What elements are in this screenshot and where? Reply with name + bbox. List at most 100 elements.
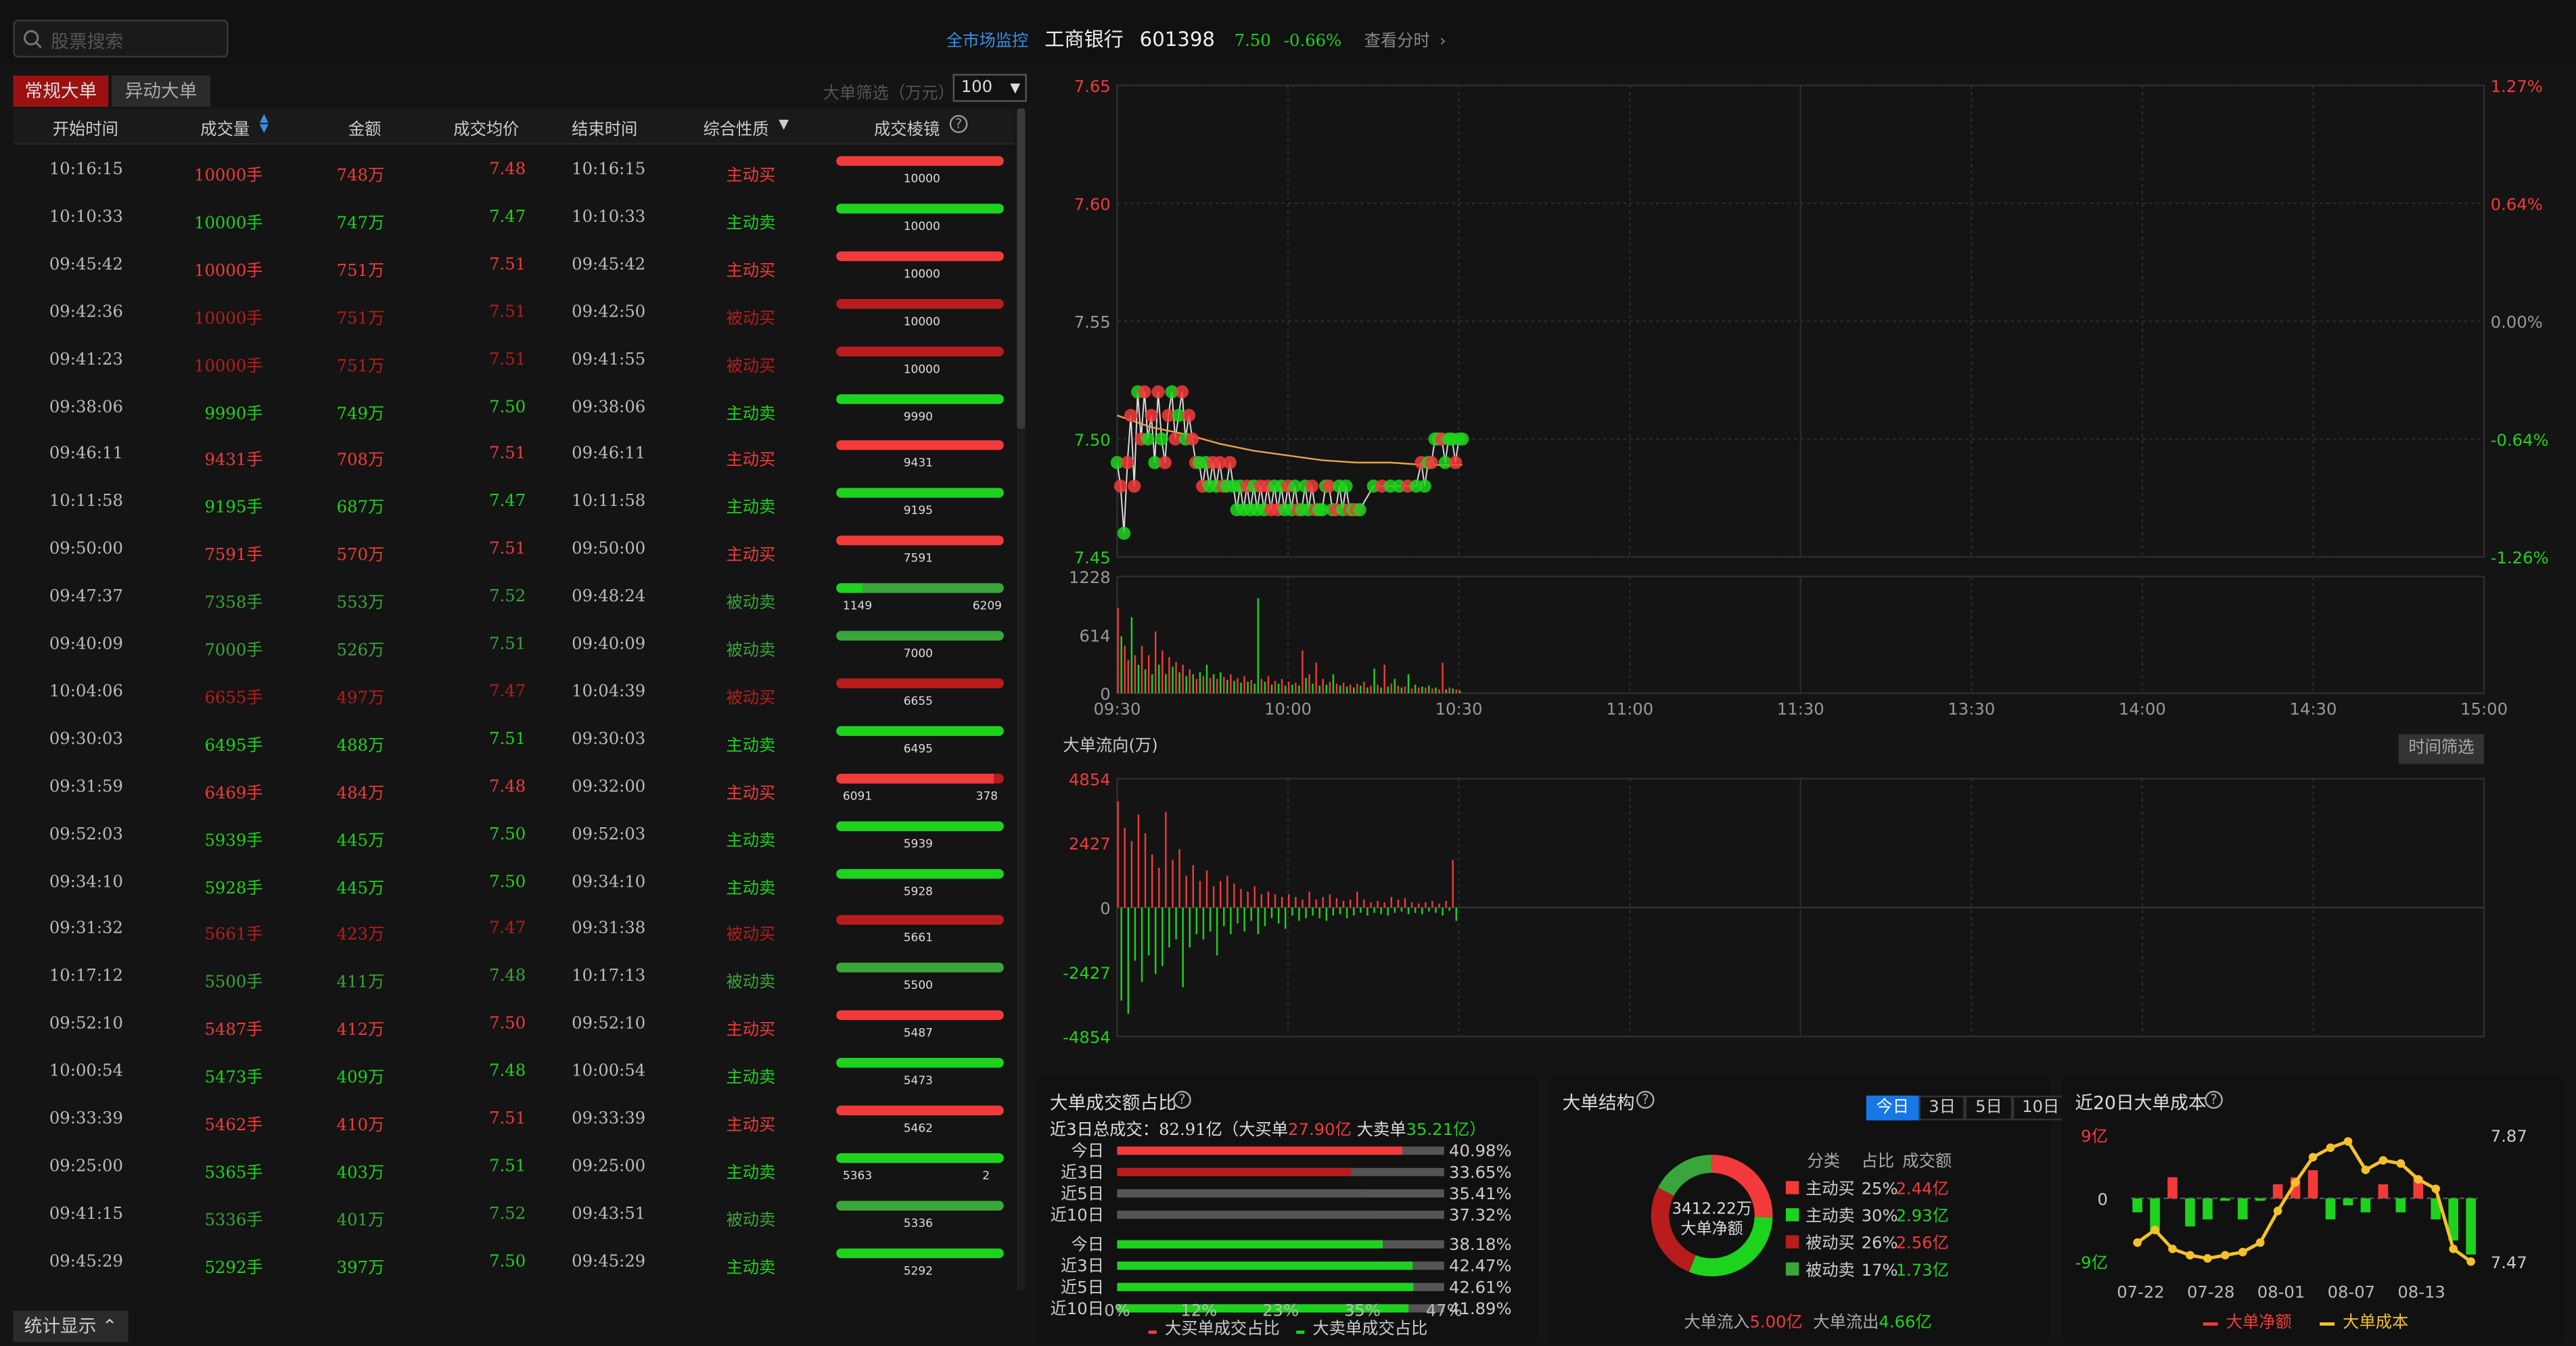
- flow-bar: [1339, 907, 1341, 914]
- volume-bar: [1155, 631, 1157, 693]
- volume-bar: [1212, 674, 1215, 693]
- th-end-time[interactable]: 结束时间: [572, 121, 638, 140]
- volume-bar: [1404, 687, 1406, 693]
- end-time-cell: 10:11:58: [572, 493, 646, 512]
- stats-display-button[interactable]: 统计显示 ⌃: [13, 1311, 129, 1343]
- cost-point: [2449, 1245, 2458, 1253]
- table-row[interactable]: 09:31:32 5661手 423万 7.47 09:31:38 被动买 5661: [13, 906, 1015, 953]
- table-row[interactable]: 10:16:15 10000手 748万 7.48 10:16:15 主动买 10000: [13, 146, 1015, 193]
- amount-cell: 423万: [336, 927, 385, 946]
- table-row[interactable]: 09:45:42 10000手 751万 7.51 09:45:42 主动买 10000: [13, 241, 1015, 289]
- table-row[interactable]: 09:45:29 5292手 397万 7.50 09:45:29 主动卖 5292: [13, 1238, 1015, 1285]
- time-tick-label: 10:30: [1435, 699, 1483, 718]
- table-row[interactable]: 09:33:39 5462手 410万 7.51 09:33:39 主动买 5462: [13, 1096, 1015, 1143]
- table-row[interactable]: 09:38:06 9990手 749万 7.50 09:38:06 主动卖 9990: [13, 384, 1015, 431]
- help-icon[interactable]: ?: [949, 115, 968, 133]
- cost-point: [2414, 1175, 2423, 1184]
- table-row[interactable]: 09:47:37 7358手 553万 7.52 09:48:24 被动卖 1149 6209: [13, 574, 1015, 621]
- table-row[interactable]: 09:30:03 6495手 488万 7.51 09:30:03 主动卖 6495: [13, 716, 1015, 763]
- time-filter-button[interactable]: 时间筛选: [2398, 734, 2485, 764]
- nature-cell: 主动卖: [726, 404, 776, 423]
- ratio-value: 42.61%: [1449, 1277, 1512, 1297]
- scrollbar-thumb[interactable]: [1017, 108, 1026, 429]
- th-avg-price[interactable]: 成交均价: [453, 121, 520, 140]
- flow-bar: [1281, 897, 1283, 908]
- ratio-help-icon[interactable]: ?: [1173, 1090, 1191, 1109]
- table-row[interactable]: 10:10:33 10000手 747万 7.47 10:10:33 主动卖 10000: [13, 193, 1015, 241]
- cost-point: [2343, 1137, 2353, 1146]
- flow-bar: [1192, 864, 1195, 908]
- table-row[interactable]: 09:50:00 7591手 570万 7.51 09:50:00 主动买 7591: [13, 526, 1015, 574]
- prism-label: 6209: [972, 599, 1003, 613]
- table-row[interactable]: 09:41:15 5336手 401万 7.52 09:43:51 被动卖 5336: [13, 1190, 1015, 1238]
- volume-bar: [1158, 664, 1160, 693]
- flow-bar: [1452, 860, 1454, 908]
- table-row[interactable]: 09:46:11 9431手 708万 7.51 09:46:11 主动买 9431: [13, 431, 1015, 478]
- end-time-cell: 09:46:11: [572, 446, 646, 464]
- structure-help-icon[interactable]: ?: [1636, 1090, 1655, 1109]
- toggle-3d[interactable]: 3日: [1918, 1095, 1966, 1121]
- flow-bar: [1199, 881, 1201, 908]
- table-row[interactable]: 10:04:06 6655手 497万 7.47 10:04:39 被动买 6655: [13, 668, 1015, 716]
- table-row[interactable]: 09:25:00 5365手 403万 7.51 09:25:00 主动卖 5363 2: [13, 1143, 1015, 1190]
- inflow-value: 5.00亿: [1749, 1314, 1803, 1332]
- start-time-cell: 10:04:06: [49, 683, 123, 701]
- table-row[interactable]: 09:31:59 6469手 484万 7.48 09:32:00 主动买 6091 378: [13, 764, 1015, 811]
- table-row[interactable]: 09:34:10 5928手 445万 7.50 09:34:10 主动卖 5928: [13, 858, 1015, 906]
- nature-cell: 主动买: [726, 785, 776, 803]
- volume-bar: [1257, 598, 1259, 693]
- prism-bar: [836, 1200, 1004, 1211]
- prism-bar: [836, 962, 1004, 973]
- table-row[interactable]: 10:00:54 5473手 409万 7.48 10:00:54 主动卖 5473: [13, 1048, 1015, 1096]
- volume-bar: [1353, 687, 1355, 693]
- flow-bar: [1134, 907, 1136, 961]
- tab-normal-big-orders[interactable]: 常规大单: [13, 75, 109, 107]
- toggle-today[interactable]: 今日: [1866, 1095, 1919, 1121]
- avg-price-cell: 7.48: [489, 161, 526, 179]
- start-time-cell: 10:16:15: [49, 161, 123, 179]
- structure-table-header: 占比: [1862, 1151, 1895, 1170]
- toggle-5d[interactable]: 5日: [1965, 1095, 2013, 1121]
- time-tick-label: 09:30: [1093, 699, 1141, 718]
- structure-category: 主动卖: [1806, 1206, 1855, 1226]
- volume-bar: [1175, 662, 1177, 693]
- time-tick-label: 11:00: [1606, 699, 1653, 718]
- table-row[interactable]: 09:40:09 7000手 526万 7.51 09:40:09 被动卖 7000: [13, 621, 1015, 668]
- tab-abnormal-big-orders[interactable]: 异动大单: [112, 75, 210, 107]
- table-row[interactable]: 09:41:23 10000手 751万 7.51 09:41:55 被动买 10000: [13, 336, 1015, 384]
- table-row[interactable]: 10:11:58 9195手 687万 7.47 10:11:58 主动卖 9195: [13, 478, 1015, 526]
- avg-price-cell: 7.51: [489, 1110, 526, 1129]
- sort-icon[interactable]: ▲ ▼: [259, 112, 269, 135]
- th-volume[interactable]: 成交量: [200, 121, 250, 140]
- prism-label: 5928: [903, 884, 934, 898]
- net-bar: [2378, 1184, 2389, 1199]
- table-row[interactable]: 09:42:36 10000手 751万 7.51 09:42:50 被动买 10000: [13, 289, 1015, 336]
- avg-price-cell: 7.47: [489, 208, 526, 227]
- start-time-cell: 10:10:33: [49, 208, 123, 227]
- avg-price-cell: 7.47: [489, 493, 526, 512]
- th-nature[interactable]: 综合性质: [703, 121, 769, 140]
- end-time-cell: 09:52:03: [572, 825, 646, 844]
- filter-select[interactable]: 100 ▼: [952, 74, 1027, 102]
- volume-cell: 6495手: [204, 737, 263, 756]
- table-row[interactable]: 10:17:12 5500手 411万 7.48 10:17:13 被动卖 5500: [13, 953, 1015, 1000]
- th-amount[interactable]: 金额: [348, 121, 382, 140]
- filter-caret-icon[interactable]: ▼: [779, 116, 789, 132]
- trade-point: [1185, 432, 1199, 446]
- view-timeshare-link[interactable]: 查看分时: [1364, 32, 1430, 51]
- table-row[interactable]: 09:52:03 5939手 445万 7.50 09:52:03 主动卖 5939: [13, 811, 1015, 858]
- volume-bar: [1410, 688, 1413, 693]
- toggle-10d[interactable]: 10日: [2012, 1095, 2069, 1121]
- prism-segment: [836, 1105, 1004, 1116]
- flow-bar: [1442, 907, 1444, 916]
- volume-bar: [1458, 690, 1461, 693]
- chevron-right-icon[interactable]: ›: [1439, 32, 1446, 51]
- nature-cell: 被动买: [726, 689, 776, 708]
- table-row[interactable]: 09:52:10 5487手 412万 7.50 09:52:10 主动买 5487: [13, 1000, 1015, 1048]
- market-monitor-link[interactable]: 全市场监控: [946, 32, 1029, 51]
- amount-cell: 410万: [336, 1117, 385, 1136]
- cost-help-icon[interactable]: ?: [2205, 1090, 2223, 1109]
- stock-search-input[interactable]: 股票搜索: [13, 20, 229, 58]
- net-bar: [2431, 1198, 2441, 1220]
- th-start-time[interactable]: 开始时间: [52, 121, 118, 140]
